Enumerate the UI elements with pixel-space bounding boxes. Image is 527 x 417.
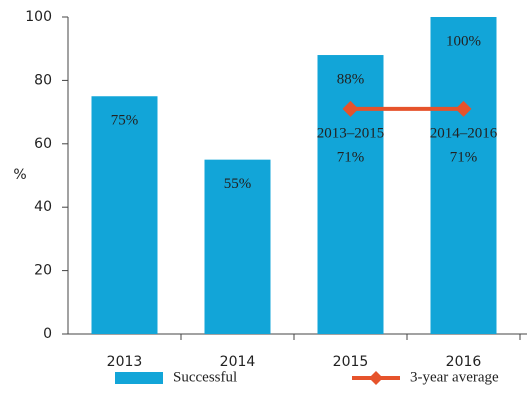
bar xyxy=(430,17,497,334)
y-axis-label: % xyxy=(13,167,26,183)
average-marker xyxy=(455,100,472,117)
legend-label: Successful xyxy=(173,369,237,385)
bar xyxy=(204,159,271,334)
x-tick-label: 2015 xyxy=(333,354,369,370)
y-tick-label: 40 xyxy=(34,199,52,215)
legend-label: 3-year average xyxy=(410,369,499,385)
y-tick-label: 80 xyxy=(34,72,52,88)
average-value-label: 71% xyxy=(450,149,478,165)
bar xyxy=(91,96,158,334)
x-tick-label: 2016 xyxy=(446,354,482,370)
average-value-label: 71% xyxy=(337,149,365,165)
bar-value-label: 88% xyxy=(337,71,365,87)
bar-value-label: 55% xyxy=(224,176,252,192)
bar-value-label: 75% xyxy=(111,113,139,129)
legend-swatch xyxy=(115,372,163,384)
y-tick-label: 0 xyxy=(43,326,52,342)
average-marker xyxy=(342,100,359,117)
period-label: 2014–2016 xyxy=(430,125,498,141)
x-tick-label: 2013 xyxy=(107,354,143,370)
period-label: 2013–2015 xyxy=(317,125,385,141)
y-tick-label: 60 xyxy=(34,136,52,152)
bar xyxy=(317,55,384,334)
x-tick-label: 2014 xyxy=(220,354,256,370)
legend-marker xyxy=(369,371,383,385)
y-tick-label: 20 xyxy=(34,263,52,279)
y-tick-label: 100 xyxy=(25,9,52,25)
bar-value-label: 100% xyxy=(446,33,481,49)
